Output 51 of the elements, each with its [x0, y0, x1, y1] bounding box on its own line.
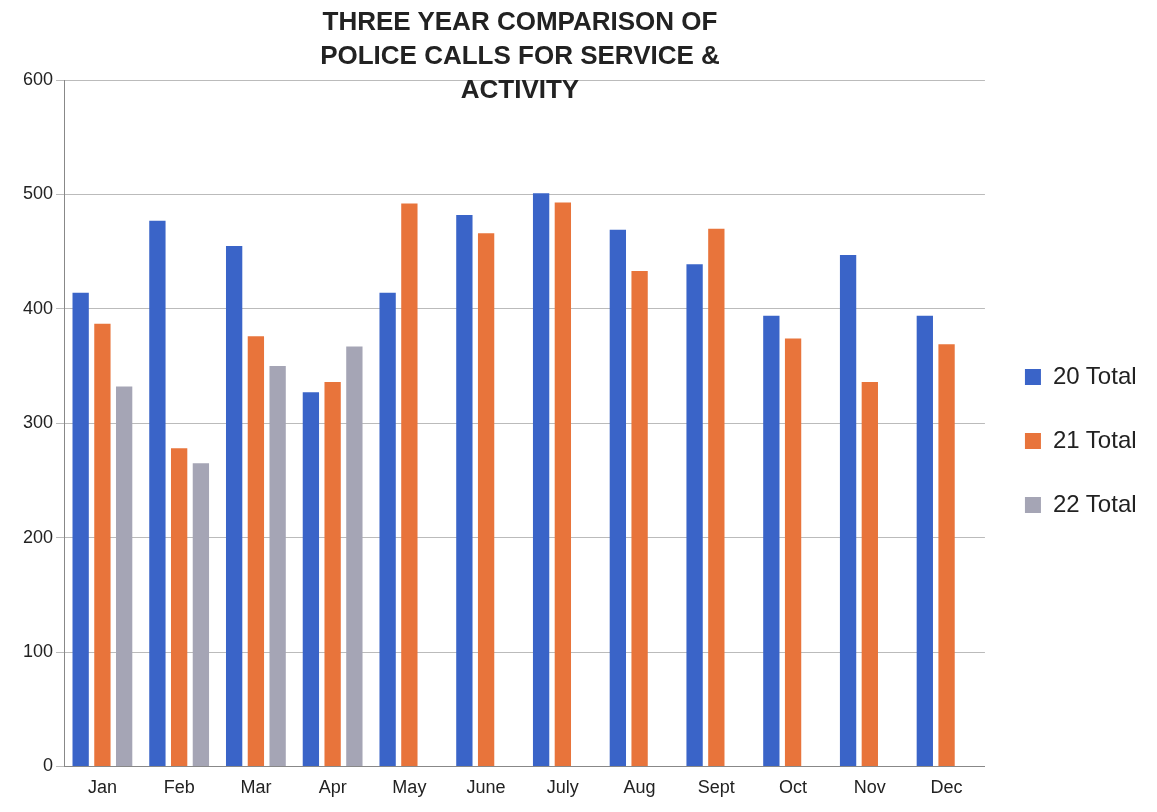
bar — [324, 382, 341, 766]
x-tick-label: Mar — [240, 777, 272, 798]
bar — [94, 323, 111, 766]
bar — [708, 228, 725, 766]
bar — [379, 292, 396, 766]
bar — [302, 392, 320, 766]
y-tick-label: 300 — [22, 412, 54, 433]
x-tick-label: May — [392, 777, 427, 798]
bar — [170, 448, 188, 766]
bar — [861, 382, 878, 766]
bar — [192, 463, 210, 766]
y-tick-label: 500 — [22, 183, 54, 204]
x-tick-label: July — [546, 777, 579, 798]
bar — [839, 255, 857, 766]
bar — [115, 386, 133, 766]
bar — [763, 315, 780, 766]
x-tick-label: Nov — [853, 777, 886, 798]
bar — [477, 233, 495, 766]
y-tick-label: 0 — [43, 755, 54, 776]
bar — [346, 346, 363, 766]
bar — [149, 220, 166, 766]
bar — [938, 344, 955, 766]
bar — [225, 245, 243, 766]
x-tick-label: Jan — [87, 777, 117, 798]
y-tick-label: 600 — [22, 68, 54, 89]
bar — [456, 214, 473, 766]
y-tick-label: 200 — [22, 526, 54, 547]
bar — [609, 229, 627, 766]
bar — [269, 366, 286, 766]
x-tick-label: Apr — [318, 777, 347, 798]
x-tick-label: June — [466, 777, 506, 798]
bar — [686, 264, 703, 766]
bar — [532, 193, 550, 766]
bar — [784, 338, 802, 766]
legend-label: 21 Total — [1052, 425, 1137, 453]
bar — [401, 203, 418, 766]
legend-label: 20 Total — [1052, 361, 1137, 389]
chart-title: THREE YEAR COMPARISON OF POLICE CALLS FOR SERVICE & ACTIVITY — [319, 5, 721, 106]
y-tick-label: 100 — [22, 640, 54, 661]
bar — [916, 315, 933, 766]
legend-label: 22 Total — [1052, 489, 1137, 517]
x-tick-label: Feb — [163, 777, 195, 798]
x-tick-label: Aug — [623, 777, 656, 798]
bar — [72, 292, 89, 766]
bar — [247, 336, 265, 766]
x-tick-label: Dec — [930, 777, 963, 798]
y-tick-label: 400 — [22, 297, 54, 318]
x-tick-label: Oct — [779, 777, 808, 798]
bar — [631, 271, 648, 766]
x-tick-label: Sept — [697, 777, 735, 798]
bar — [554, 202, 572, 766]
